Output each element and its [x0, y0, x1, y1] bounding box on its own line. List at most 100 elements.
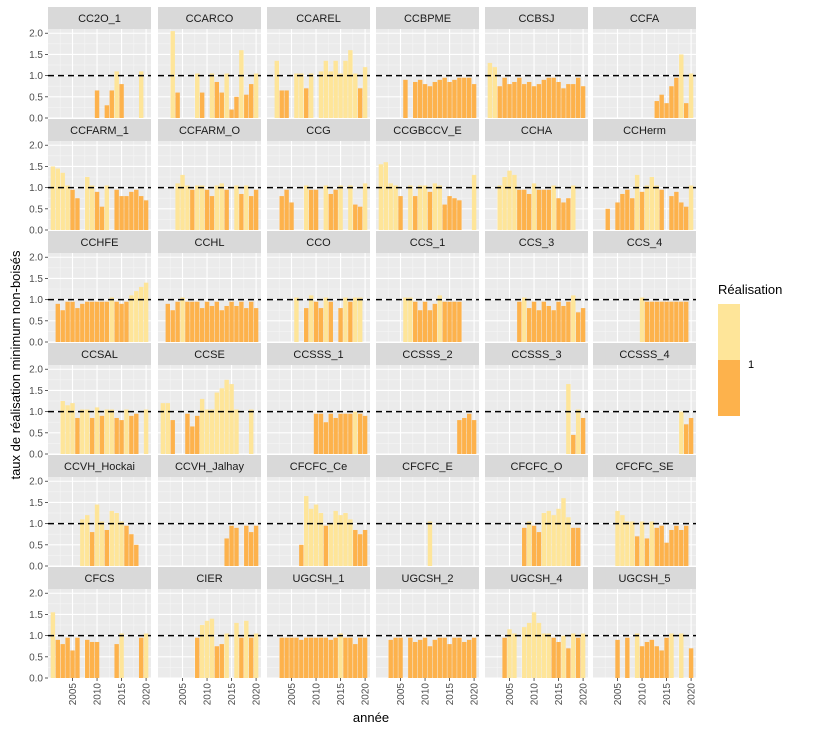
facet-CCSSS_1: CCSSS_1: [267, 343, 370, 455]
bar: [219, 310, 224, 342]
bar: [175, 183, 180, 230]
panel-background: [48, 29, 151, 118]
bar: [526, 622, 532, 678]
bar: [526, 521, 532, 566]
bar: [654, 646, 659, 678]
bar: [138, 637, 144, 678]
facet-strip: [593, 231, 696, 253]
facet-CCG: CCG: [267, 119, 370, 231]
x-tick-label: 2010: [638, 683, 649, 706]
bar: [639, 646, 645, 678]
bar: [104, 409, 110, 454]
facet-strip-label: CFCFC_SE: [615, 461, 673, 473]
bar: [432, 81, 438, 118]
bar: [634, 174, 640, 230]
facet-strip: [48, 119, 151, 141]
bar: [679, 301, 684, 342]
facet-CCBPME: CCBPME: [376, 7, 479, 119]
bar: [313, 413, 319, 454]
bar: [209, 305, 215, 342]
facet-CCS_4: CCS_4: [593, 231, 696, 343]
bar: [644, 538, 650, 566]
bar: [566, 517, 571, 566]
bar: [99, 521, 105, 566]
legend-title: Réalisation: [718, 282, 782, 297]
facet-CCHFE: CCHFE 0.0 0.5 1.0 1.5 2.0: [29, 231, 151, 349]
x-axis-title: année: [353, 710, 389, 725]
bar: [209, 409, 215, 454]
bar: [541, 79, 547, 118]
bar: [427, 310, 433, 342]
bar: [104, 301, 110, 342]
bar: [224, 73, 229, 118]
bar: [674, 525, 679, 566]
bar: [279, 90, 284, 118]
bar: [219, 644, 224, 678]
facet-strip-label: CCVH_Jalhay: [175, 461, 245, 473]
bar: [244, 94, 249, 118]
bar: [204, 409, 210, 454]
bar: [55, 168, 61, 230]
bar: [688, 73, 694, 118]
bar: [669, 633, 674, 678]
legend-swatch-high: [718, 304, 740, 360]
bar: [253, 633, 259, 678]
bar: [512, 174, 517, 230]
bar: [224, 189, 229, 230]
bar: [348, 413, 353, 454]
bar: [417, 310, 423, 342]
bar: [556, 301, 561, 342]
bar: [170, 420, 175, 454]
bar: [522, 297, 527, 342]
bar: [362, 183, 368, 230]
bar: [308, 295, 314, 342]
bar: [417, 79, 423, 118]
bar: [654, 301, 659, 342]
facet-strip: [267, 567, 370, 589]
bar: [138, 286, 144, 342]
facet-strip: [593, 119, 696, 141]
bar: [413, 301, 418, 342]
facet-strip: [593, 455, 696, 477]
bar: [502, 77, 507, 118]
bar: [512, 81, 517, 118]
y-tick-label: 0.5: [29, 92, 43, 103]
facet-strip-label: CFCFC_E: [402, 461, 453, 473]
facet-CCFA: CCFA: [593, 7, 696, 119]
bar: [308, 189, 314, 230]
bar: [556, 198, 561, 230]
y-tick-label: 1.0: [29, 407, 43, 418]
bar: [138, 71, 144, 118]
bar: [679, 411, 684, 454]
bar: [362, 415, 368, 454]
bar: [134, 413, 139, 454]
bar: [299, 73, 304, 118]
bar: [575, 527, 581, 566]
bar: [313, 637, 319, 678]
bar: [531, 301, 537, 342]
bar: [566, 198, 571, 230]
bar: [522, 627, 527, 678]
bar: [649, 639, 655, 678]
bar: [403, 79, 408, 118]
bar: [566, 648, 571, 678]
y-tick-label: 1.0: [29, 631, 43, 642]
bar: [551, 310, 556, 342]
y-tick-label: 1.5: [29, 50, 43, 61]
bar: [688, 417, 694, 454]
facet-CCFARM_O: CCFARM_O: [158, 119, 261, 231]
bar: [279, 196, 284, 230]
panel-background: [376, 253, 479, 342]
facet-strip: [593, 343, 696, 365]
facet-strip-label: CCG: [306, 125, 330, 137]
bar: [664, 637, 669, 678]
bar: [160, 403, 166, 454]
facet-strip-label: CCAREL: [296, 13, 341, 25]
facet-strip-label: UGCSH_2: [402, 573, 454, 585]
bar: [357, 413, 363, 454]
bar: [185, 185, 190, 230]
bar: [497, 86, 502, 118]
bar: [85, 177, 90, 230]
bar: [571, 633, 576, 678]
bar: [65, 637, 70, 678]
